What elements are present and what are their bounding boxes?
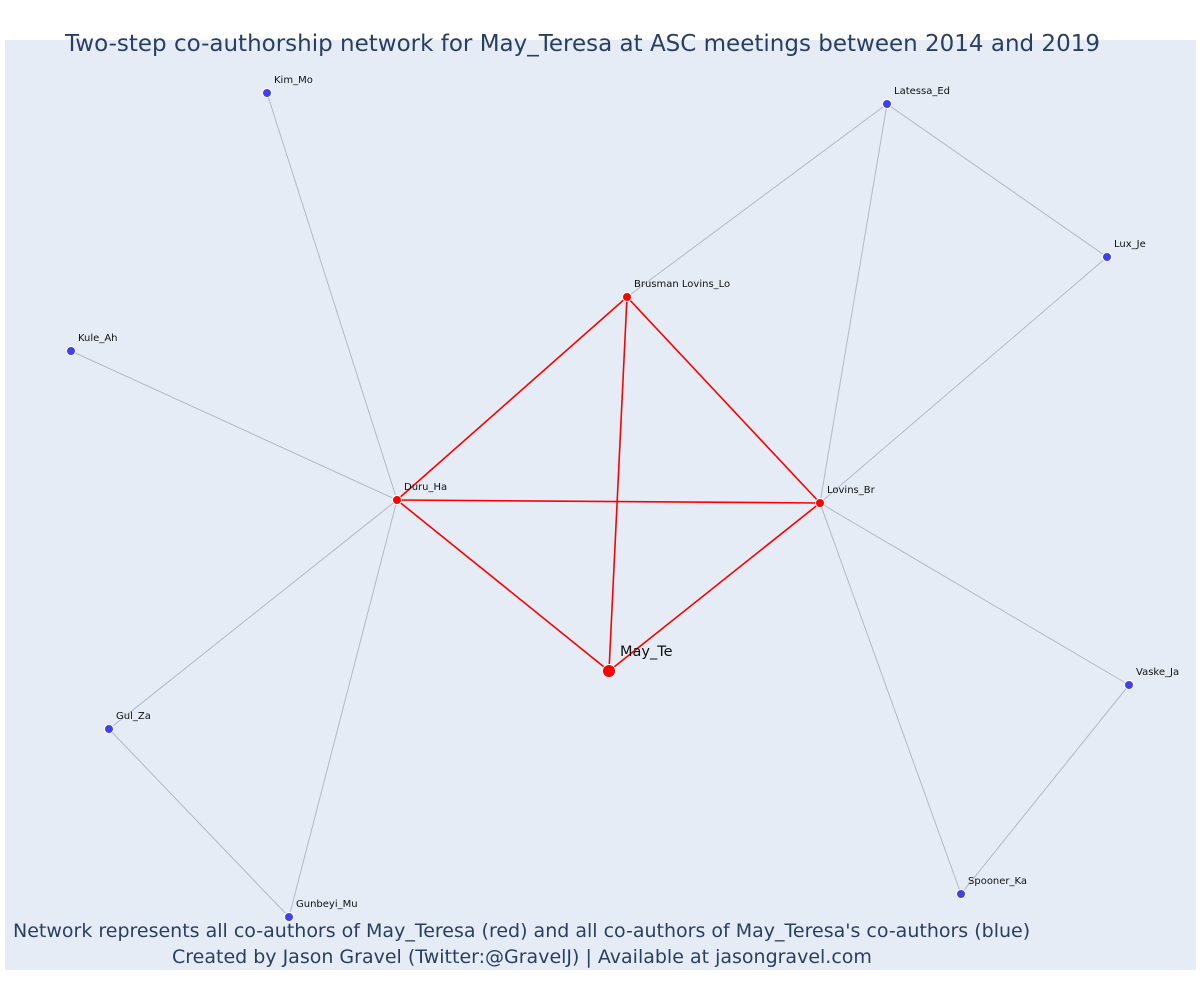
- node-label-lux-je: Lux_Je: [1114, 239, 1146, 250]
- node-label-kim-mo: Kim_Mo: [274, 75, 313, 86]
- chart-title: Two-step co-authorship network for May_T…: [65, 31, 1100, 57]
- node-gul-za[interactable]: [104, 724, 114, 734]
- node-label-kule-ah: Kule_Ah: [78, 333, 118, 344]
- edge-gul-za-gunbeyi-mu: [108, 728, 290, 918]
- node-label-gunbeyi-mu: Gunbeyi_Mu: [296, 899, 358, 910]
- labels-layer: May_Te Duru_Ha Lovins_Br Brusman Lovins_Lo K…: [78, 75, 1179, 910]
- edge-may-te-duru-ha: [396, 499, 610, 672]
- node-may-te[interactable]: [602, 664, 616, 678]
- node-duru-ha[interactable]: [392, 495, 402, 505]
- edge-brusman-lovins-lo-latessa-ed: [626, 103, 888, 298]
- edge-vaske-ja-spooner-ka: [960, 684, 1130, 895]
- edge-duru-ha-kule-ah: [70, 350, 398, 501]
- node-label-may-te: May_Te: [620, 644, 673, 660]
- edges-layer: [70, 92, 1130, 918]
- edge-may-te-brusman-lovins-lo: [608, 296, 628, 672]
- node-label-lovins-br: Lovins_Br: [827, 485, 876, 496]
- edge-duru-ha-brusman-lovins-lo: [396, 296, 628, 501]
- edge-may-te-lovins-br: [608, 502, 821, 672]
- node-latessa-ed[interactable]: [882, 99, 892, 109]
- node-label-latessa-ed: Latessa_Ed: [894, 86, 950, 97]
- node-label-duru-ha: Duru_Ha: [404, 482, 447, 493]
- edge-duru-ha-lovins-br: [396, 499, 821, 504]
- node-lux-je[interactable]: [1102, 252, 1112, 262]
- edge-lovins-br-brusman-lovins-lo: [626, 296, 821, 504]
- node-label-brusman-lovins-lo: Brusman Lovins_Lo: [634, 279, 730, 290]
- edge-lovins-br-lux-je: [819, 256, 1108, 504]
- edge-duru-ha-gunbeyi-mu: [288, 499, 398, 918]
- edge-duru-ha-kim-mo: [266, 92, 398, 501]
- plot-area: [5, 40, 1196, 970]
- edge-lovins-br-vaske-ja: [819, 502, 1130, 686]
- node-kule-ah[interactable]: [66, 346, 76, 356]
- node-spooner-ka[interactable]: [956, 889, 966, 899]
- node-label-vaske-ja: Vaske_Ja: [1136, 667, 1179, 678]
- node-kim-mo[interactable]: [262, 88, 272, 98]
- node-gunbeyi-mu[interactable]: [284, 912, 294, 922]
- nodes-layer: [66, 88, 1134, 922]
- node-lovins-br[interactable]: [815, 498, 825, 508]
- node-label-gul-za: Gul_Za: [116, 711, 151, 722]
- caption-line-1: Network represents all co-authors of May…: [13, 920, 1031, 942]
- node-label-spooner-ka: Spooner_Ka: [968, 876, 1027, 887]
- edge-duru-ha-gul-za: [108, 499, 398, 730]
- caption-line-2: Created by Jason Gravel (Twitter:@Gravel…: [172, 946, 872, 968]
- node-vaske-ja[interactable]: [1124, 680, 1134, 690]
- node-brusman-lovins-lo[interactable]: [622, 292, 632, 302]
- edge-lovins-br-spooner-ka: [819, 502, 962, 895]
- edge-lovins-br-latessa-ed: [819, 103, 888, 504]
- edge-latessa-ed-lux-je: [886, 103, 1108, 258]
